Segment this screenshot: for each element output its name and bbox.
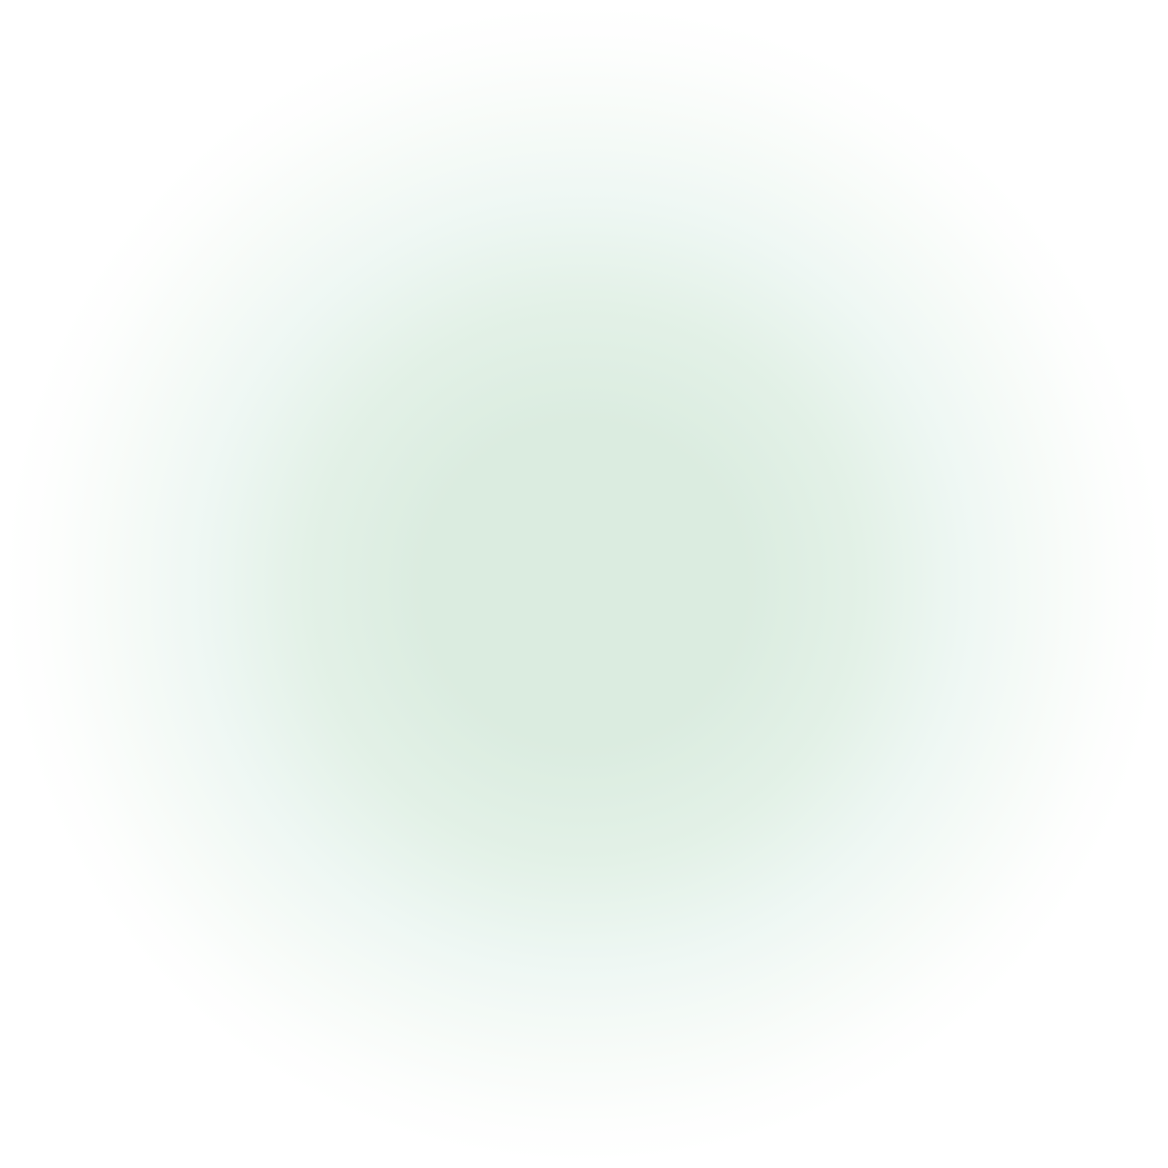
radial-glow-background — [0, 0, 1168, 1168]
